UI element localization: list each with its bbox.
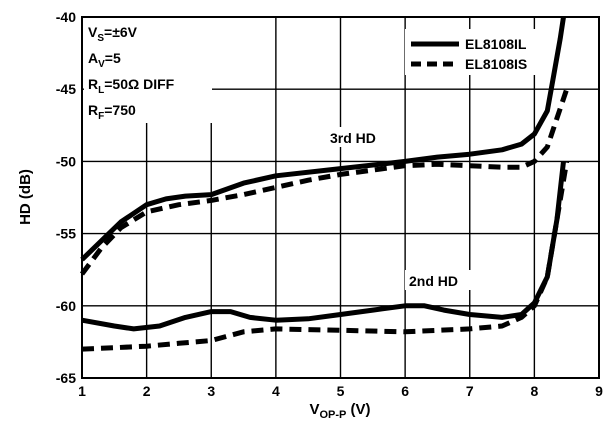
y-tick-label: -65 — [56, 370, 76, 386]
series-line-el8108is-2nd-hd — [81, 160, 570, 352]
y-tick-label: -45 — [56, 81, 76, 97]
x-axis-label: VOP-P (V) — [309, 401, 370, 421]
legend-label-el8108il: EL8108IL — [465, 36, 527, 52]
y-tick-label: -50 — [56, 153, 76, 169]
condition-vs: VS=±6V — [88, 24, 138, 44]
series-layer — [79, 16, 570, 352]
annotation-3rd-hd: 3rd HD — [330, 130, 376, 146]
x-tick-label: 8 — [530, 383, 538, 399]
annotation-2nd-hd: 2nd HD — [409, 273, 458, 289]
conditions-block: VS=±6V AV=5 RL=50Ω DIFF RF=750 — [88, 24, 175, 122]
x-tick-label: 7 — [466, 383, 474, 399]
annotation-3rd-hd-mask — [326, 127, 388, 147]
plot-frame — [81, 16, 600, 379]
annotation-2nd-hd-mask — [405, 270, 471, 290]
x-tick-label: 2 — [143, 383, 151, 399]
tick-labels: 1 2 3 4 5 6 7 8 9 -40 -45 -50 -55 -60 -65 — [56, 9, 603, 399]
y-tick-label: -40 — [56, 9, 76, 25]
condition-rl: RL=50Ω DIFF — [88, 76, 175, 96]
conditions-box-mask — [84, 17, 212, 123]
condition-rf: RF=750 — [88, 102, 136, 122]
y-tick-label: -55 — [56, 226, 76, 242]
x-tick-label: 1 — [78, 383, 86, 399]
x-tick-label: 4 — [272, 383, 280, 399]
legend-box-mask — [405, 29, 547, 75]
x-tick-label: 6 — [401, 383, 409, 399]
series-line-el8108is-3rd-hd — [79, 88, 570, 276]
y-tick-label: -60 — [56, 298, 76, 314]
legend: EL8108IL EL8108IS — [411, 36, 527, 72]
x-tick-label: 5 — [337, 383, 345, 399]
legend-label-el8108is: EL8108IS — [465, 56, 527, 72]
x-tick-label: 3 — [207, 383, 215, 399]
y-axis-label: HD (dB) — [17, 169, 34, 225]
series-line-el8108il-3rd-hd — [80, 16, 566, 262]
x-tick-label: 9 — [595, 383, 603, 399]
condition-av: AV=5 — [88, 50, 121, 70]
series-line-el8108il-2nd-hd — [81, 161, 566, 332]
